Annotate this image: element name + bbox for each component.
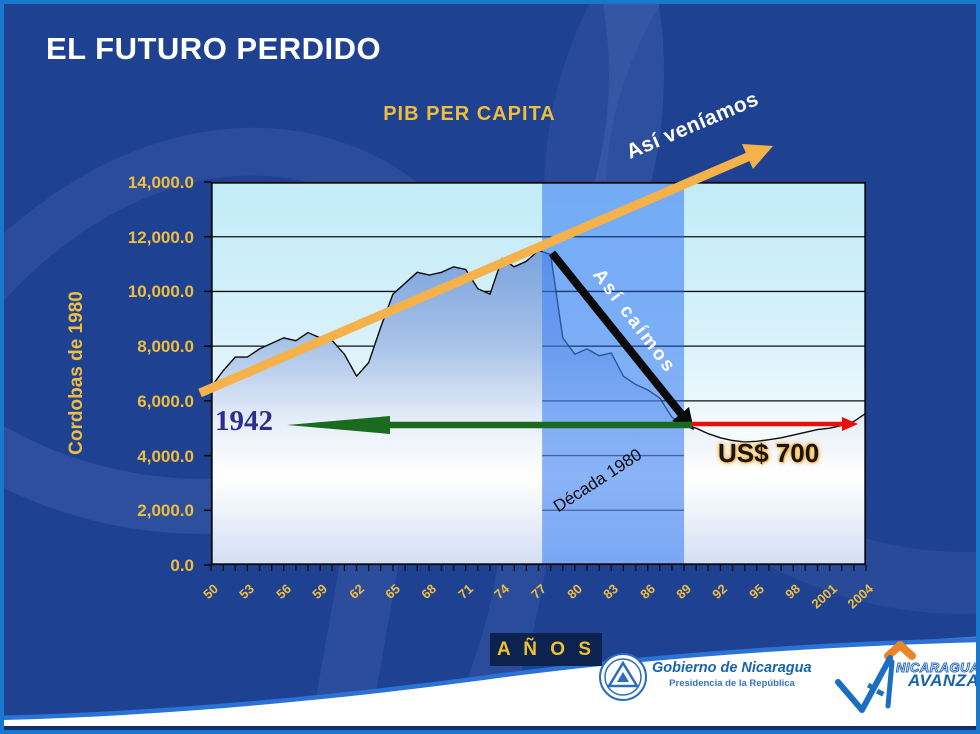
- annotation-asi-veniamos: Así veníamos: [622, 87, 763, 164]
- annotation-us700: US$ 700: [718, 438, 820, 468]
- gdp-area-chart: [204, 181, 867, 571]
- gobierno-nicaragua-emblem-icon: [599, 653, 647, 701]
- gobierno-line1: Gobierno de Nicaragua: [652, 660, 812, 676]
- x-axis-label-box: A Ñ O S: [490, 633, 602, 666]
- avanza-brand-line1: NICARAGUA: [896, 660, 980, 676]
- y-tick-label: 12,000.0: [127, 227, 194, 247]
- chart-title: PIB PER CAPITA: [383, 103, 556, 125]
- y-tick-label: 6,000.0: [137, 391, 194, 411]
- y-tick-label: 0.0: [170, 556, 194, 575]
- y-tick-label: 2,000.0: [137, 501, 194, 521]
- y-tick-label: 10,000.0: [127, 282, 194, 302]
- nicaragua-avanza-logo: NICARAGUA AVANZA: [828, 640, 980, 726]
- slide-title: EL FUTURO PERDIDO: [46, 31, 382, 66]
- avanza-triangle-icon: [835, 641, 916, 713]
- avanza-brand-line2: AVANZA: [908, 671, 980, 690]
- gobierno-line2: Presidencia de la República: [669, 678, 795, 689]
- y-tick-label: 14,000.0: [127, 173, 194, 192]
- y-tick-label: 8,000.0: [137, 337, 194, 357]
- y-tick-label: 4,000.0: [137, 446, 194, 466]
- annotation-1942: 1942: [215, 405, 273, 437]
- gobierno-text-block: Gobierno de Nicaragua Presidencia de la …: [652, 660, 812, 689]
- x-axis-label: A Ñ O S: [496, 638, 596, 660]
- footer-swoosh: [4, 636, 976, 730]
